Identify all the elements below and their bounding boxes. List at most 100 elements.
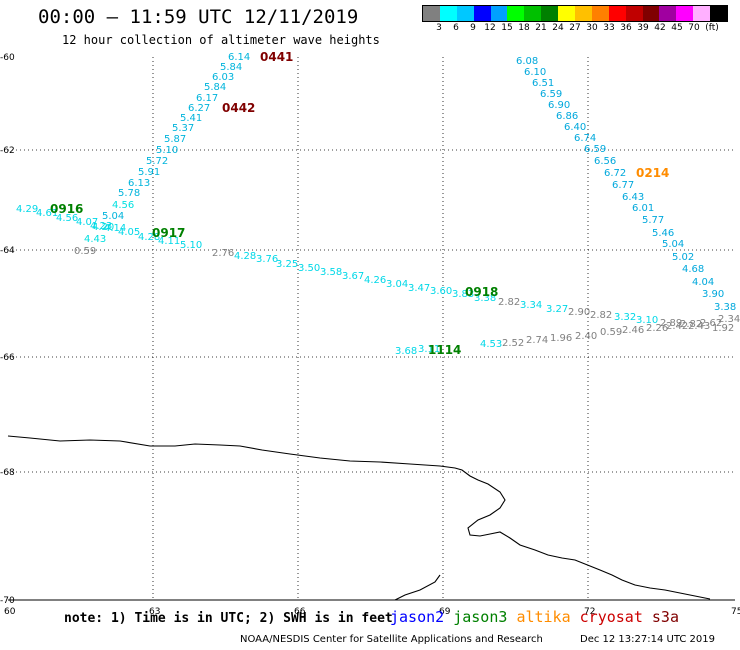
track-id-label: 0918 xyxy=(465,285,498,299)
legend-tick-label: 21 xyxy=(535,23,547,33)
timestamp-text: Dec 12 13:27:14 UTC 2019 xyxy=(580,634,715,645)
swh-value: 4.61 xyxy=(36,208,58,219)
swh-value: 5.78 xyxy=(118,188,140,199)
swh-value: 1.96 xyxy=(550,333,572,344)
swh-value: 3.11 xyxy=(418,344,440,355)
swh-value: 6.13 xyxy=(128,178,150,189)
lat-tick-label: -60 xyxy=(0,53,15,63)
coastline xyxy=(7,435,711,600)
swh-value: 1.92 xyxy=(712,323,734,334)
swh-value: 3.25 xyxy=(276,259,298,270)
swh-value: 3.38 xyxy=(474,293,496,304)
legend-swatch xyxy=(423,6,440,21)
swh-value: 6.10 xyxy=(524,67,546,78)
track-id-label: 0441 xyxy=(260,50,293,64)
legend-tick-label: 70 xyxy=(688,23,700,33)
legend-swatch xyxy=(710,6,728,21)
swh-value: 4.56 xyxy=(112,200,134,211)
swh-value: 5.77 xyxy=(642,215,664,226)
swh-value: 6.27 xyxy=(188,103,210,114)
swh-value: 6.59 xyxy=(540,89,562,100)
swh-value: 6.90 xyxy=(548,100,570,111)
legend-tick-label: 42 xyxy=(654,23,666,33)
legend-swatch xyxy=(456,6,474,21)
swh-value: 5.84 xyxy=(220,62,242,73)
map-title: 00:00 – 11:59 UTC 12/11/2019 xyxy=(38,6,359,28)
lon-tick-label: 75 xyxy=(731,607,740,617)
swh-value: 6.14 xyxy=(228,52,250,63)
legend-tick-label: 39 xyxy=(637,23,649,33)
swh-value: 3.68 xyxy=(395,346,417,357)
legend-swatch xyxy=(642,6,660,21)
lat-tick-label: -62 xyxy=(0,146,15,156)
legend-tick-label: 18 xyxy=(518,23,530,33)
legend-swatch xyxy=(507,6,525,21)
swh-value: 6.01 xyxy=(632,203,654,214)
swh-value: 2.42 xyxy=(666,321,688,332)
track-id-label: 0917 xyxy=(152,226,185,240)
track-id-label: 0442 xyxy=(222,101,255,115)
legend-tick-label: 33 xyxy=(603,23,615,33)
swh-value: 5.72 xyxy=(146,156,168,167)
swh-value: 6.03 xyxy=(212,72,234,83)
swh-value: 2.90 xyxy=(568,307,590,318)
swh-value: 3.90 xyxy=(702,289,724,300)
satellite-label-cryosat: cryosat xyxy=(579,608,652,626)
swh-value: 2.74 xyxy=(526,335,548,346)
swh-value: 4.28 xyxy=(138,232,160,243)
swh-value: 2.62 xyxy=(700,318,722,329)
lon-tick-label: 63 xyxy=(149,607,160,617)
swh-value: 5.04 xyxy=(662,239,684,250)
swh-value: 2.82 xyxy=(680,319,702,330)
swh-value: 3.50 xyxy=(298,263,320,274)
swh-value: 5.37 xyxy=(172,123,194,134)
axis-ticks: 60 63 66 69 72 75 -60 -62 -64 -66 -68 -70 xyxy=(0,53,740,617)
swh-value: 5.87 xyxy=(164,134,186,145)
swh-value: 2.89 xyxy=(660,318,682,329)
swh-value: 3.10 xyxy=(636,315,658,326)
map-subtitle: 12 hour collection of altimeter wave hei… xyxy=(62,33,380,47)
swh-value: 4.14 xyxy=(104,223,126,234)
legend-tick-label: 27 xyxy=(569,23,581,33)
satellite-label-altika: altika xyxy=(516,608,580,626)
legend-swatch xyxy=(676,6,694,21)
swh-value: 6.59 xyxy=(584,144,606,155)
swh-value: 3.04 xyxy=(386,279,408,290)
satellite-label-jason2: jason2 xyxy=(390,608,454,626)
swh-value: 4.43 xyxy=(84,234,106,245)
lon-tick-label: 60 xyxy=(4,607,16,617)
swh-value: 6.17 xyxy=(196,93,218,104)
swh-value: 3.27 xyxy=(546,304,568,315)
swh-value: 4.56 xyxy=(56,213,78,224)
swh-value: 5.84 xyxy=(204,82,226,93)
swh-value: 6.51 xyxy=(532,78,554,89)
swh-value: 2.34 xyxy=(718,314,740,325)
legend-tick-label: 30 xyxy=(586,23,598,33)
swh-value: 2.76 xyxy=(212,248,234,259)
legend-swatch xyxy=(473,6,491,21)
swh-value: 2.40 xyxy=(575,331,597,342)
legend-swatch xyxy=(659,6,677,21)
swh-value: 6.86 xyxy=(556,111,578,122)
legend-swatch xyxy=(575,6,592,21)
lat-tick-label: -70 xyxy=(0,596,15,606)
legend-swatch xyxy=(524,6,542,21)
satellite-label-s3a: s3a xyxy=(651,608,679,626)
swh-value: 5.04 xyxy=(102,211,124,222)
legend-swatch xyxy=(591,6,609,21)
swh-value: 5.02 xyxy=(672,252,694,263)
swh-value: 2.52 xyxy=(502,338,524,349)
satellite-label-jason3: jason3 xyxy=(453,608,517,626)
legend-swatch xyxy=(541,6,559,21)
swh-value: 5.46 xyxy=(652,228,674,239)
swh-value: 2.82 xyxy=(590,310,612,321)
legend-tick-label: 24 xyxy=(552,23,564,33)
swh-value: 4.28 xyxy=(234,251,256,262)
legend-unit: (ft) xyxy=(705,23,719,33)
swh-value: 6.40 xyxy=(564,122,586,133)
track-id-label: 0214 xyxy=(636,166,669,180)
lat-tick-label: -68 xyxy=(0,468,15,478)
legend-labels: (ft) 3 6 9 12 15 18 21 24 27 30 33 36 39 42 45 70 xyxy=(422,22,728,34)
legend-swatch xyxy=(693,6,711,21)
